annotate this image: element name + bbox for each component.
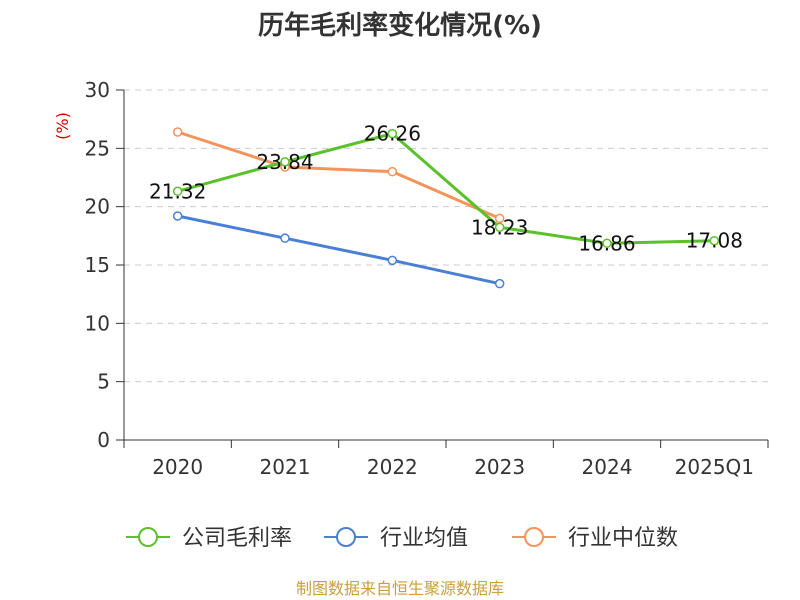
- series-line-2: [177, 130, 501, 220]
- chart-title: 历年毛利率变化情况(%): [258, 10, 542, 41]
- y-axis-ticks: 0 5 10 15 20 25 30: [85, 78, 124, 452]
- x-tick-label: 2021: [260, 455, 311, 479]
- data-point: [172, 186, 183, 197]
- y-tick-label: 15: [85, 253, 110, 277]
- legend-marker: [336, 527, 356, 547]
- y-tick-label: 30: [85, 78, 110, 102]
- data-point: [172, 127, 183, 137]
- legend-label: 行业中位数: [568, 526, 678, 551]
- data-labels: 21.32 23.84 26.26 18.23 16.86 17.08: [149, 122, 743, 256]
- data-label: 23.84: [256, 150, 313, 174]
- series-line-1: [177, 214, 500, 286]
- legend-label: 行业均值: [380, 526, 468, 551]
- y-axis-unit-label: (%): [53, 112, 72, 140]
- data-point: [387, 255, 398, 266]
- data-point: [172, 211, 183, 221]
- data-point: [602, 238, 612, 249]
- y-tick-label: 20: [85, 195, 110, 219]
- data-point: [494, 213, 505, 224]
- legend-marker: [524, 527, 544, 547]
- x-tick-label: 2025Q1: [675, 455, 754, 479]
- data-point: [387, 166, 398, 177]
- legend-marker: [138, 527, 158, 547]
- data-label: 17.08: [686, 229, 743, 253]
- series-lines: [172, 127, 720, 289]
- series-line-0: [177, 132, 715, 245]
- x-tick-label: 2023: [474, 455, 525, 479]
- x-axis-ticks: 2020 2021 2022 2023 2024 2025Q1: [123, 440, 769, 479]
- grid-lines: [124, 89, 768, 383]
- data-point: [280, 157, 290, 167]
- data-point: [280, 233, 290, 243]
- data-point: [494, 222, 505, 233]
- y-tick-label: 25: [85, 136, 110, 160]
- source-note: 制图数据来自恒生聚源数据库: [296, 579, 504, 598]
- y-tick-label: 10: [85, 311, 110, 335]
- data-point: [387, 128, 398, 139]
- data-label: 21.32: [149, 179, 206, 203]
- x-tick-label: 2024: [582, 455, 633, 479]
- x-tick-label: 2020: [152, 455, 203, 479]
- x-tick-label: 2022: [367, 455, 418, 479]
- legend-label: 公司毛利率: [182, 526, 292, 551]
- legend: 公司毛利率 行业均值 行业中位数: [126, 526, 678, 551]
- data-point: [709, 235, 720, 246]
- data-point: [494, 278, 505, 289]
- data-label: 16.86: [578, 231, 635, 255]
- y-tick-label: 5: [97, 370, 110, 394]
- data-label: 18.23: [471, 215, 528, 239]
- data-label: 26.26: [364, 122, 421, 146]
- y-tick-label: 0: [97, 428, 110, 452]
